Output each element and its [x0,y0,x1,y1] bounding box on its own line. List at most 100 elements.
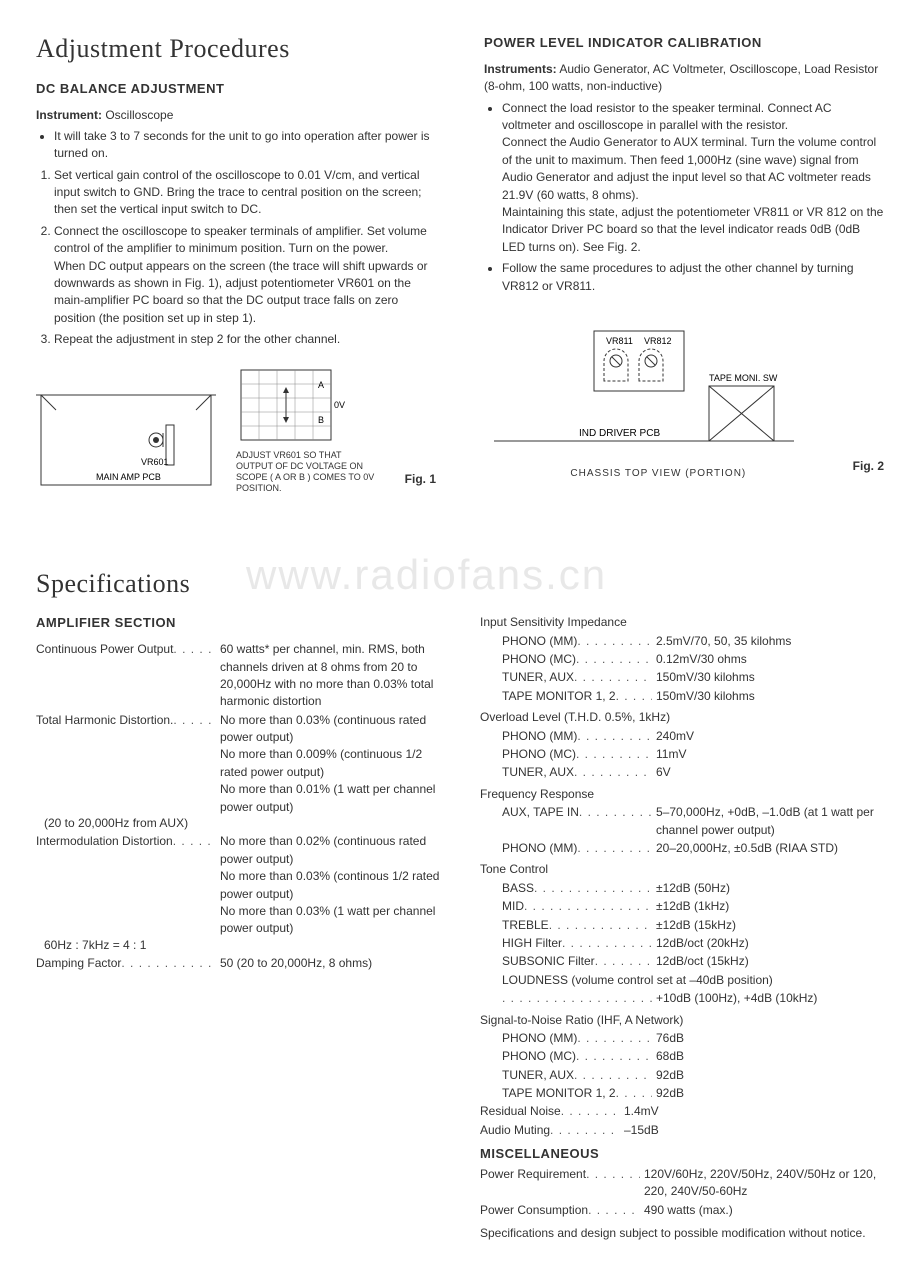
spec-value: No more than 0.03% (continuous rated pow… [216,712,440,816]
spec-label: Power Requirement [480,1166,640,1201]
spec-row: Continuous Power Output60 watts* per cha… [36,641,440,711]
spec-row: PHONO (MM)240mV [502,728,884,745]
dc-step-1: Set vertical gain control of the oscillo… [54,167,436,219]
spec-label: PHONO (MC) [502,1048,652,1065]
power-steps: Connect the load resistor to the speaker… [484,100,884,295]
spec-label: TUNER, AUX [502,1067,652,1084]
svg-text:A: A [318,380,324,390]
main-amp-pcb-label: MAIN AMP PCB [96,472,161,482]
spec-label: PHONO (MM) [502,840,652,857]
power-instrument-label: Instruments: [484,62,557,76]
spec-label-full: LOUDNESS (volume control set at –40dB po… [502,972,884,989]
spec-row: HIGH Filter12dB/oct (20kHz) [502,935,884,952]
spec-label: TAPE MONITOR 1, 2 [502,688,652,705]
figure-2: VR811 VR812 TAPE MONI. SW IND DRIV [484,311,884,482]
spec-value: 120V/60Hz, 220V/50Hz, 240V/50Hz or 120, … [640,1166,884,1201]
spec-value: 92dB [652,1085,884,1102]
spec-label: PHONO (MC) [502,746,652,763]
tone-heading: Tone Control [480,861,884,878]
power-level-column: POWER LEVEL INDICATOR CALIBRATION Instru… [484,30,884,495]
fig2-label: Fig. 2 [853,458,884,481]
spec-label: TUNER, AUX [502,764,652,781]
spec-label: PHONO (MM) [502,633,652,650]
spec-value: ±12dB (1kHz) [652,898,884,915]
spec-value: 5–70,000Hz, +0dB, –1.0dB (at 1 watt per … [652,804,884,839]
spec-row: Damping Factor50 (20 to 20,000Hz, 8 ohms… [36,955,440,972]
svg-text:IND DRIVER PCB: IND DRIVER PCB [579,428,660,439]
spec-value: 2.5mV/70, 50, 35 kilohms [652,633,884,650]
spec-label: Residual Noise [480,1103,620,1120]
spec-row: TUNER, AUX92dB [502,1067,884,1084]
spec-value: 0.12mV/30 ohms [652,651,884,668]
audio-muting-row: Audio Muting –15dB [480,1122,884,1139]
spec-row: Power Requirement120V/60Hz, 220V/50Hz, 2… [480,1166,884,1201]
spec-label: PHONO (MM) [502,1030,652,1047]
spec-value: 68dB [652,1048,884,1065]
main-amp-pcb-diagram: VR601 MAIN AMP PCB [36,375,216,495]
power-instrument-line: Instruments: Audio Generator, AC Voltmet… [484,61,884,96]
spec-value: 150mV/30 kilohms [652,669,884,686]
freq-heading: Frequency Response [480,786,884,803]
spec-value: –15dB [620,1122,884,1139]
dc-step-2: Connect the oscilloscope to speaker term… [54,223,436,327]
spec-label: TREBLE [502,917,652,934]
fig1-label: Fig. 1 [405,471,436,494]
scope-grid-block: A B 0V ADJUST VR601 SO THAT OUTPUT OF DC… [236,365,376,495]
amp-section-heading: AMPLIFIER SECTION [36,614,440,633]
spec-label: SUBSONIC Filter [502,953,652,970]
spec-label: PHONO (MC) [502,651,652,668]
spec-row: PHONO (MM)2.5mV/70, 50, 35 kilohms [502,633,884,650]
svg-text:TAPE MONI. SW: TAPE MONI. SW [709,373,778,383]
specs-title: Specifications [36,565,884,603]
specs-left-column: AMPLIFIER SECTION Continuous Power Outpu… [36,614,440,1246]
spec-value: 11mV [652,746,884,763]
vr601-label: VR601 [141,457,169,467]
spec-label: PHONO (MM) [502,728,652,745]
power-step-1: Connect the load resistor to the speaker… [502,100,884,257]
spec-label: Power Consumption [480,1202,640,1219]
chassis-caption: CHASSIS TOP VIEW (PORTION) [484,467,833,482]
spec-value: 150mV/30 kilohms [652,688,884,705]
scope-grid-diagram: A B 0V [236,365,346,450]
spec-row: PHONO (MC)68dB [502,1048,884,1065]
disclaimer: Specifications and design subject to pos… [480,1225,884,1242]
misc-heading: MISCELLANEOUS [480,1145,884,1164]
power-step-2: Follow the same procedures to adjust the… [502,260,884,295]
spec-row: TUNER, AUX150mV/30 kilohms [502,669,884,686]
spec-value: 12dB/oct (20kHz) [652,935,884,952]
spec-value: 490 watts (max.) [640,1202,884,1219]
spec-label: Continuous Power Output [36,641,216,711]
spec-row: PHONO (MM)20–20,000Hz, ±0.5dB (RIAA STD) [502,840,884,857]
spec-row: Power Consumption490 watts (max.) [480,1202,884,1219]
spec-value: 76dB [652,1030,884,1047]
spec-sublabel: 60Hz : 7kHz = 4 : 1 [44,937,216,954]
spec-label: Intermodulation Distortion [36,833,216,937]
residual-noise-row: Residual Noise 1.4mV [480,1103,884,1120]
spec-label: AUX, TAPE IN [502,804,652,839]
spec-row: MID±12dB (1kHz) [502,898,884,915]
instrument-value: Oscilloscope [105,108,173,122]
page-title: Adjustment Procedures [36,30,436,68]
power-heading: POWER LEVEL INDICATOR CALIBRATION [484,34,884,53]
spec-sublabel: (20 to 20,000Hz from AUX) [44,815,216,832]
spec-value: 92dB [652,1067,884,1084]
spec-row: Total Harmonic Distortion.No more than 0… [36,712,440,816]
spec-value: ±12dB (15kHz) [652,917,884,934]
spec-label: TAPE MONITOR 1, 2 [502,1085,652,1102]
instrument-line: Instrument: Oscilloscope [36,107,436,124]
spec-row: BASS±12dB (50Hz) [502,880,884,897]
dc-note: It will take 3 to 7 seconds for the unit… [54,128,436,163]
dc-heading: DC BALANCE ADJUSTMENT [36,80,436,99]
spec-value: 1.4mV [620,1103,884,1120]
spec-value: ±12dB (50Hz) [652,880,884,897]
spec-row: SUBSONIC Filter12dB/oct (15kHz) [502,953,884,970]
overload-heading: Overload Level (T.H.D. 0.5%, 1kHz) [480,709,884,726]
chassis-diagram: VR811 VR812 TAPE MONI. SW IND DRIV [484,311,804,461]
dc-step-3: Repeat the adjustment in step 2 for the … [54,331,436,348]
dc-balance-column: Adjustment Procedures DC BALANCE ADJUSTM… [36,30,436,495]
spec-value: 6V [652,764,884,781]
spec-label: TUNER, AUX [502,669,652,686]
spec-label: Audio Muting [480,1122,620,1139]
spec-row: PHONO (MM)76dB [502,1030,884,1047]
dc-note-list: It will take 3 to 7 seconds for the unit… [36,128,436,163]
